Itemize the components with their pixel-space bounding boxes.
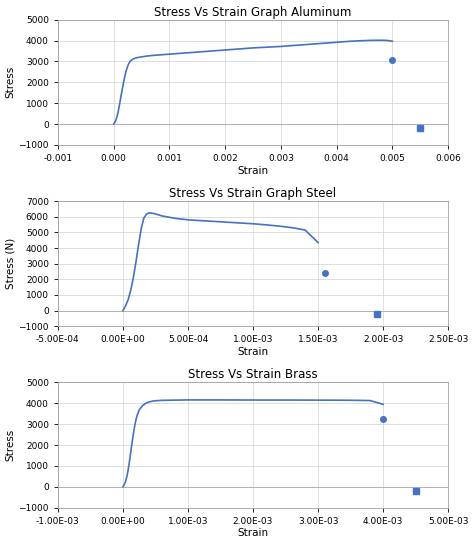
Title: Stress Vs Strain Graph Aluminum: Stress Vs Strain Graph Aluminum: [155, 5, 352, 18]
X-axis label: Strain: Strain: [237, 528, 269, 539]
Title: Stress Vs Strain Graph Steel: Stress Vs Strain Graph Steel: [170, 187, 337, 200]
Y-axis label: Stress: Stress: [6, 66, 16, 98]
X-axis label: Strain: Strain: [237, 166, 269, 176]
X-axis label: Strain: Strain: [237, 347, 269, 357]
Title: Stress Vs Strain Brass: Stress Vs Strain Brass: [188, 368, 318, 381]
Y-axis label: Stress: Stress: [6, 429, 16, 461]
Y-axis label: Stress (N): Stress (N): [6, 238, 16, 289]
